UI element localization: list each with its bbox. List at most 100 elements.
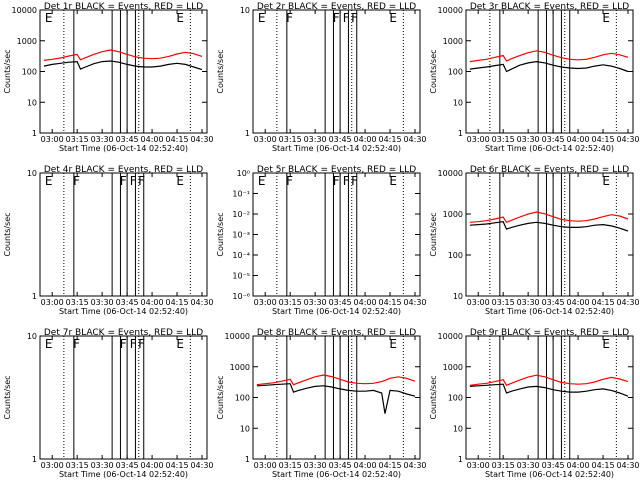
y-tick-label: 10 (27, 169, 37, 178)
panel-title: Det 1r BLACK = Events, RED = LLD (44, 2, 203, 12)
flag-marker: F (351, 174, 358, 188)
y-axis-label: Counts/sec (429, 49, 438, 93)
x-tick-label: 04:30 (190, 461, 213, 470)
x-axis-label: Start Time (06-Oct-14 02:52:40) (59, 307, 188, 316)
flag-marker: E (602, 337, 610, 351)
x-tick-label: 03:30 (91, 461, 114, 470)
panel-title: Det 3r BLACK = Events, RED = LLD (470, 2, 629, 12)
x-tick-label: 03:30 (91, 135, 114, 144)
y-tick-label: 10000 (438, 332, 463, 341)
y-axis-label: Counts/sec (216, 212, 225, 256)
series-lld-line (469, 50, 629, 63)
panel-title: Det 4r BLACK = Events, RED = LLD (44, 165, 203, 175)
flag-marker: E (176, 337, 184, 351)
x-tick-label: 03:45 (116, 135, 139, 144)
x-tick-label: 04:00 (567, 298, 590, 307)
y-tick-label: 10 (453, 424, 463, 433)
x-tick-label: 03:00 (467, 135, 490, 144)
x-tick-label: 03:00 (467, 298, 490, 307)
flag-marker: F (130, 174, 137, 188)
x-tick-label: 03:30 (91, 298, 114, 307)
x-tick-label: 04:00 (141, 298, 164, 307)
y-tick-label: 10 (240, 6, 250, 15)
x-tick-label: 04:15 (379, 135, 402, 144)
x-tick-label: 03:45 (116, 461, 139, 470)
plot-frame (39, 9, 208, 134)
plot-frame (465, 9, 634, 134)
x-tick-label: 03:00 (254, 298, 277, 307)
x-axis-label: Start Time (06-Oct-14 02:52:40) (485, 144, 614, 153)
x-tick-label: 04:00 (567, 461, 590, 470)
flag-marker: F (343, 11, 350, 25)
x-tick-label: 04:00 (141, 461, 164, 470)
x-tick-label: 03:45 (329, 461, 352, 470)
x-tick-label: 04:15 (379, 461, 402, 470)
flag-marker: E (176, 174, 184, 188)
x-tick-label: 03:00 (41, 461, 64, 470)
x-tick-label: 03:15 (66, 135, 89, 144)
flag-marker: F (73, 337, 80, 351)
y-tick-label: 1000 (17, 37, 37, 46)
x-tick-label: 03:30 (304, 135, 327, 144)
y-axis-label: Counts/sec (3, 212, 12, 256)
flag-marker: F (343, 174, 350, 188)
plot-frame (39, 172, 208, 297)
x-tick-label: 03:30 (304, 461, 327, 470)
x-axis-label: Start Time (06-Oct-14 02:52:40) (272, 144, 401, 153)
panel-det-7: Det 7r BLACK = Events, RED = LLD Counts/s… (3, 328, 214, 479)
flag-marker: E (602, 11, 610, 25)
y-axis-label: Counts/sec (429, 375, 438, 419)
x-tick-label: 03:45 (116, 298, 139, 307)
x-tick-label: 04:00 (354, 135, 377, 144)
series-events-line (469, 60, 629, 73)
flag-marker: F (138, 337, 145, 351)
flag-marker: F (130, 337, 137, 351)
x-tick-label: 03:15 (492, 461, 515, 470)
plot-frame (465, 335, 634, 460)
flag-marker: F (138, 174, 145, 188)
x-tick-label: 04:15 (166, 135, 189, 144)
flag-marker: E (389, 337, 397, 351)
x-tick-label: 03:00 (41, 298, 64, 307)
panel-title: Det 5r BLACK = Events, RED = LLD (257, 165, 416, 175)
y-tick-label: 10000 (225, 332, 250, 341)
y-tick-label: 1 (458, 129, 463, 138)
y-tick-label: 1000 (443, 37, 463, 46)
x-tick-label: 03:15 (66, 461, 89, 470)
x-tick-label: 04:15 (379, 298, 402, 307)
flag-marker: E (45, 174, 53, 188)
flag-marker: F (286, 174, 293, 188)
x-tick-label: 03:30 (304, 298, 327, 307)
panel-det-9: Det 9r BLACK = Events, RED = LLD Counts/s… (429, 328, 640, 479)
x-tick-label: 04:30 (190, 135, 213, 144)
flag-marker: F (351, 11, 358, 25)
x-tick-label: 04:15 (592, 298, 615, 307)
x-tick-label: 03:15 (492, 298, 515, 307)
y-tick-label: 10000 (438, 169, 463, 178)
x-tick-label: 03:00 (254, 135, 277, 144)
x-tick-label: 04:00 (567, 135, 590, 144)
plot-frame (39, 335, 208, 460)
y-tick-label: 10 (27, 332, 37, 341)
series-lld-line (43, 49, 203, 61)
y-tick-label: 10⁻⁶ (232, 292, 250, 301)
x-tick-label: 03:30 (517, 461, 540, 470)
panel-title: Det 6r BLACK = Events, RED = LLD (470, 165, 629, 175)
flag-marker: E (389, 174, 397, 188)
y-tick-label: 10 (453, 98, 463, 107)
flag-marker: E (45, 11, 53, 25)
y-tick-label: 1000 (443, 363, 463, 372)
x-axis-label: Start Time (06-Oct-14 02:52:40) (272, 470, 401, 479)
y-axis-label: Counts/sec (3, 49, 12, 93)
y-tick-label: 1000 (230, 363, 250, 372)
x-tick-label: 03:45 (542, 461, 565, 470)
x-tick-label: 04:15 (592, 135, 615, 144)
series-events-line (469, 383, 629, 397)
x-tick-label: 04:15 (166, 461, 189, 470)
x-tick-label: 03:15 (66, 298, 89, 307)
panel-det-1: Det 1r BLACK = Events, RED = LLD Counts/s… (3, 2, 214, 153)
series-lld-line (256, 374, 416, 386)
x-tick-label: 03:00 (254, 461, 277, 470)
series-lld-line (469, 374, 629, 387)
